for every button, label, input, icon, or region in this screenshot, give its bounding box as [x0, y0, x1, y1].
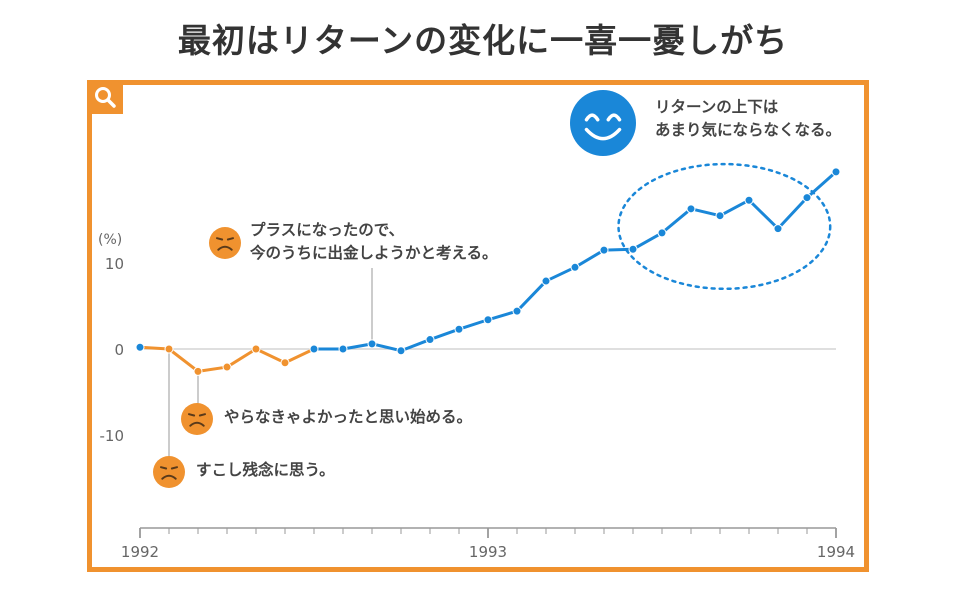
data-point	[309, 344, 319, 354]
sad-face-eye	[198, 413, 206, 417]
happy-face-eye	[606, 113, 622, 122]
x-tick-label: 1994	[817, 543, 855, 561]
page-title: 最初はリターンの変化に一喜一憂しがち	[177, 21, 789, 60]
data-point	[164, 344, 174, 354]
sad-face-eye	[170, 466, 178, 470]
data-point	[657, 228, 667, 238]
y-tick-label: 10	[105, 255, 124, 273]
sad-face-icon	[209, 227, 241, 259]
sad-face-eye	[160, 466, 168, 470]
data-point	[541, 276, 551, 286]
annotation-happy: リターンの上下は あまり気にならなくなる。	[655, 96, 841, 142]
highlight-ellipse-shape	[617, 162, 832, 291]
sad-face-eye	[216, 237, 224, 241]
data-point	[802, 193, 812, 203]
series	[135, 167, 841, 376]
data-point	[483, 315, 493, 325]
annotation-happy-line1: リターンの上下は	[655, 98, 779, 116]
happy-face-icon	[570, 90, 636, 156]
data-point	[570, 262, 580, 272]
chart-frame	[87, 80, 869, 572]
axes: 1992 1993 1994 10 0 -10 (%)	[98, 232, 855, 561]
zoom-button[interactable]	[87, 80, 123, 114]
data-point	[135, 342, 145, 352]
data-point	[338, 344, 348, 354]
sad-face-icon	[181, 403, 213, 435]
data-point	[831, 167, 841, 177]
data-point	[193, 366, 203, 376]
sad-face-mouth	[161, 474, 177, 480]
sad-face-mouth	[189, 421, 205, 427]
data-point	[222, 362, 232, 372]
happy-face-mouth	[584, 127, 622, 141]
data-point	[280, 358, 290, 368]
annotation-plus-line2: 今のうちに出金しようかと考える。	[250, 244, 498, 262]
x-tick-label: 1993	[469, 543, 507, 561]
data-point	[425, 335, 435, 345]
x-tick-label: 1992	[121, 543, 159, 561]
data-point	[686, 204, 696, 214]
data-point	[773, 224, 783, 234]
data-point	[367, 339, 377, 349]
annotation-sorry: すこし残念に思う。	[196, 461, 335, 479]
happy-face-eye	[584, 113, 600, 122]
annotation-plus-line1: プラスになったので、	[250, 221, 405, 239]
magnifier-icon	[95, 87, 116, 108]
sad-face-eye	[188, 413, 196, 417]
sad-face-circle	[209, 227, 241, 259]
sad-face-circle	[153, 456, 185, 488]
data-point	[396, 346, 406, 356]
highlight-ellipse	[617, 162, 832, 291]
sad-face-eye	[226, 237, 234, 241]
data-point	[744, 195, 754, 205]
data-point	[715, 211, 725, 221]
annotation-plus: プラスになったので、 今のうちに出金しようかと考える。	[250, 219, 498, 265]
y-tick-label: -10	[100, 427, 125, 445]
data-point	[512, 306, 522, 316]
sad-face-circle	[181, 403, 213, 435]
y-tick-label: 0	[114, 341, 124, 359]
data-point	[454, 324, 464, 334]
annotation-regret: やらなきゃよかったと思い始める。	[224, 408, 473, 426]
happy-face-circle	[570, 90, 636, 156]
sad-face-mouth	[217, 245, 233, 251]
annotation-happy-line2: あまり気にならなくなる。	[655, 121, 842, 139]
sad-face-icon	[153, 456, 185, 488]
face-icons	[153, 90, 636, 488]
data-point	[599, 245, 609, 255]
y-axis-label: (%)	[98, 232, 122, 248]
data-point	[628, 244, 638, 254]
data-point	[251, 344, 261, 354]
